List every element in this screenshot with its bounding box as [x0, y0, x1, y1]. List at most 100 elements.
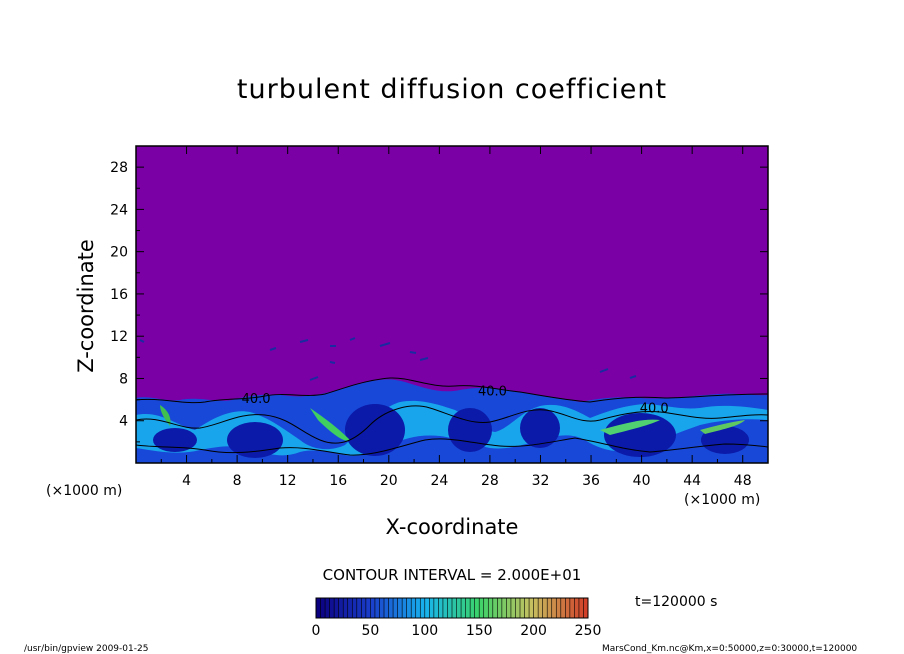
x-tick-label: 12: [279, 473, 297, 489]
colorbar-segment: [316, 598, 322, 618]
colorbar-segment: [569, 598, 575, 618]
colorbar-segment: [447, 598, 453, 618]
colorbar-segment: [438, 598, 444, 618]
x-tick-label: 16: [329, 473, 347, 489]
chart-title: turbulent diffusion coefficient: [236, 74, 668, 105]
y-tick-label: 8: [119, 371, 128, 387]
x-tick-label: 48: [734, 473, 752, 489]
colorbar-segment: [320, 598, 326, 618]
colorbar-segment: [338, 598, 344, 618]
colorbar-segment: [411, 598, 417, 618]
x-axis-unit: (×1000 m): [684, 492, 761, 508]
colorbar-segment: [365, 598, 371, 618]
colorbar-segment: [397, 598, 403, 618]
colorbar-segment: [415, 598, 421, 618]
colorbar-segment: [560, 598, 566, 618]
y-tick-label: 16: [110, 287, 128, 303]
colorbar-segment: [520, 598, 526, 618]
x-tick-label: 24: [430, 473, 448, 489]
contour-label-3: 40.0: [640, 401, 669, 416]
x-tick-label: 36: [582, 473, 600, 489]
contour-interval: CONTOUR INTERVAL = 2.000E+01: [322, 566, 582, 584]
colorbar-tick-label: 100: [411, 623, 438, 639]
colorbar-tick-label: 0: [312, 623, 321, 639]
colorbar-segment: [565, 598, 571, 618]
footer-left: /usr/bin/gpview 2009-01-25: [24, 644, 149, 654]
colorbar-segment: [497, 598, 503, 618]
colorbar-segment: [583, 598, 589, 618]
colorbar-tick-label: 200: [520, 623, 547, 639]
colorbar-segment: [510, 598, 516, 618]
x-tick-label: 44: [683, 473, 701, 489]
colorbar-segment: [361, 598, 367, 618]
y-tick-label: 12: [110, 329, 128, 345]
colorbar-segment: [388, 598, 394, 618]
x-tick-label: 8: [233, 473, 242, 489]
turbulent-layer: [136, 337, 768, 463]
x-axis-label: X-coordinate: [385, 515, 519, 539]
colorbar-segment: [452, 598, 458, 618]
colorbar-segment: [356, 598, 362, 618]
colorbar-segment: [515, 598, 521, 618]
colorbar-segment: [424, 598, 430, 618]
colorbar-segment: [538, 598, 544, 618]
colorbar-segment: [429, 598, 435, 618]
x-tick-label: 40: [633, 473, 651, 489]
colorbar-tick-label: 250: [575, 623, 602, 639]
colorbar-segment: [352, 598, 358, 618]
colorbar: 0 50 100 150 200 250: [312, 597, 602, 639]
y-tick-label: 20: [110, 245, 128, 261]
colorbar-segment: [470, 598, 476, 618]
x-tick-label: 4: [182, 473, 191, 489]
colorbar-tick-label: 150: [466, 623, 493, 639]
x-tick-label: 20: [380, 473, 398, 489]
colorbar-segment: [325, 598, 331, 618]
colorbar-segment: [524, 598, 530, 618]
colorbar-segment: [574, 598, 580, 618]
colorbar-segment: [456, 598, 462, 618]
time-label: t=120000 s: [635, 594, 718, 610]
colorbar-segment: [442, 598, 448, 618]
colorbar-segment: [533, 598, 539, 618]
y-tick-label: 24: [110, 202, 128, 218]
colorbar-segment: [384, 598, 390, 618]
colorbar-segment: [501, 598, 507, 618]
colorbar-segment: [420, 598, 426, 618]
colorbar-tick-label: 50: [361, 623, 379, 639]
contour-label-1: 40.0: [242, 392, 271, 407]
colorbar-segment: [406, 598, 412, 618]
colorbar-segment: [506, 598, 512, 618]
colorbar-segment: [433, 598, 439, 618]
colorbar-segment: [379, 598, 385, 618]
colorbar-segment: [329, 598, 335, 618]
colorbar-segment: [402, 598, 408, 618]
colorbar-segment: [556, 598, 562, 618]
colorbar-segment: [343, 598, 349, 618]
colorbar-segment: [492, 598, 498, 618]
colorbar-segment: [483, 598, 489, 618]
contour-label-2: 40.0: [478, 384, 507, 399]
colorbar-segment: [393, 598, 399, 618]
colorbar-segment: [488, 598, 494, 618]
colorbar-segment: [334, 598, 340, 618]
colorbar-segment: [529, 598, 535, 618]
colorbar-segment: [370, 598, 376, 618]
colorbar-segment: [461, 598, 467, 618]
colorbar-segment: [374, 598, 380, 618]
colorbar-segment: [547, 598, 553, 618]
colorbar-segment: [578, 598, 584, 618]
colorbar-segment: [347, 598, 353, 618]
y-tick-label: 4: [119, 414, 128, 430]
colorbar-frame: [315, 597, 589, 619]
y-axis-unit: (×1000 m): [46, 483, 123, 499]
colorbar-segment: [474, 598, 480, 618]
colorbar-segment: [551, 598, 557, 618]
x-tick-label: 28: [481, 473, 499, 489]
colorbar-segment: [542, 598, 548, 618]
y-tick-label: 28: [110, 160, 128, 176]
colorbar-segment: [465, 598, 471, 618]
plot-frame: [135, 145, 769, 464]
x-tick-label: 32: [532, 473, 550, 489]
